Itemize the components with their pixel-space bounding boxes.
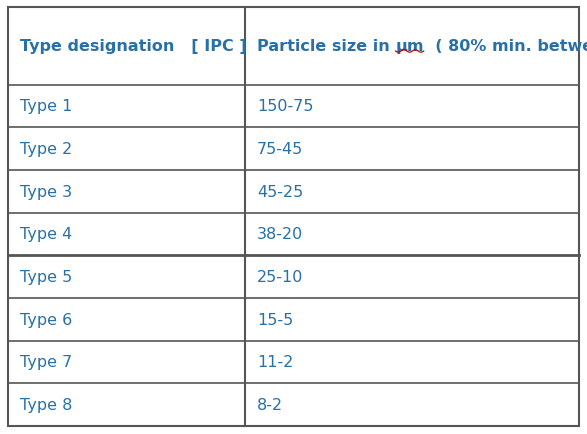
Text: 150-75: 150-75 <box>257 99 313 114</box>
Text: Type 2: Type 2 <box>20 142 72 157</box>
Text: 38-20: 38-20 <box>257 227 303 242</box>
Text: Type designation   [ IPC ]: Type designation [ IPC ] <box>20 39 247 54</box>
Text: ( 80% min. between ): ( 80% min. between ) <box>424 39 587 54</box>
Text: Type 7: Type 7 <box>20 355 72 370</box>
Text: Type 3: Type 3 <box>20 184 72 199</box>
Text: Type 4: Type 4 <box>20 227 72 242</box>
Text: 45-25: 45-25 <box>257 184 303 199</box>
Text: 15-5: 15-5 <box>257 312 294 327</box>
Text: 75-45: 75-45 <box>257 142 303 157</box>
Text: 25-10: 25-10 <box>257 270 303 284</box>
Text: Type 6: Type 6 <box>20 312 72 327</box>
Text: Type 8: Type 8 <box>20 397 72 412</box>
Text: 11-2: 11-2 <box>257 355 294 370</box>
Text: 8-2: 8-2 <box>257 397 283 412</box>
Text: Type 1: Type 1 <box>20 99 72 114</box>
Text: μm: μm <box>395 39 424 54</box>
Text: Particle size in: Particle size in <box>257 39 395 54</box>
Text: Type 5: Type 5 <box>20 270 72 284</box>
